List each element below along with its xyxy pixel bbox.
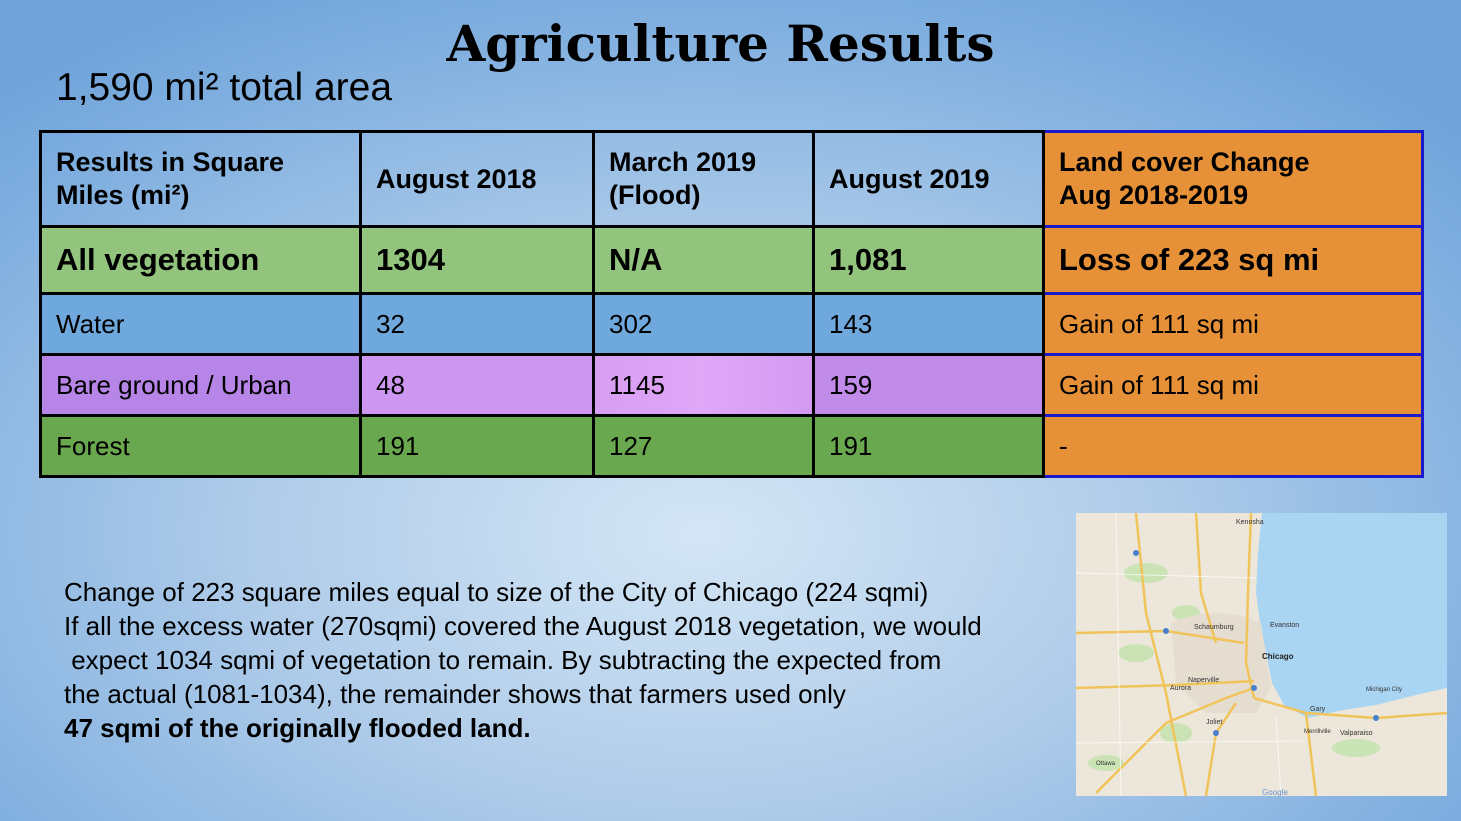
- map-label-valparaiso: Valparaiso: [1340, 730, 1373, 737]
- table-cell: 143: [812, 292, 1045, 356]
- table-cell: Gain of 111 sq mi: [1042, 292, 1424, 356]
- header-cell: August 2018: [359, 130, 595, 228]
- table-cell: All vegetation: [39, 225, 362, 295]
- table-cell: 1304: [359, 225, 595, 295]
- table-cell: N/A: [592, 225, 815, 295]
- chicago-area-map: Kenosha Schaumburg Evanston Chicago Nape…: [1076, 513, 1447, 796]
- paragraph-conclusion: 47 sqmi of the originally flooded land.: [64, 713, 531, 743]
- header-line: March 2019: [609, 147, 757, 177]
- table-cell: Gain of 111 sq mi: [1042, 353, 1424, 417]
- header-line: Miles (mi²): [56, 180, 190, 210]
- table-cell: Water: [39, 292, 362, 356]
- header-line: (Flood): [609, 180, 701, 210]
- map-image: Kenosha Schaumburg Evanston Chicago Nape…: [1076, 513, 1447, 796]
- map-label-kenosha: Kenosha: [1236, 519, 1264, 526]
- header-line: Aug 2018-2019: [1059, 180, 1249, 210]
- header-line: August 2019: [829, 163, 990, 194]
- table-cell: -: [1042, 414, 1424, 478]
- header-cell: August 2019: [812, 130, 1045, 228]
- lake-michigan: [1256, 513, 1447, 718]
- total-area-label: 1,590 mi² total area: [56, 66, 393, 109]
- map-label-michigan-city: Michigan City: [1366, 687, 1402, 693]
- header-cell: March 2019 (Flood): [592, 130, 815, 228]
- map-label-schaumburg: Schaumburg: [1194, 624, 1234, 631]
- results-table: Results in Square Miles (mi²) August 2018…: [39, 130, 1424, 478]
- table-cell: 1,081: [812, 225, 1045, 295]
- map-label-joliet: Joliet: [1206, 719, 1222, 726]
- map-label-chicago: Chicago: [1262, 652, 1294, 661]
- table-cell: Forest: [39, 414, 362, 478]
- table-cell: 159: [812, 353, 1045, 417]
- google-logo: Google: [1262, 788, 1288, 796]
- table-cell: Bare ground / Urban: [39, 353, 362, 417]
- table-cell: 32: [359, 292, 595, 356]
- paragraph-line: If all the excess water (270sqmi) covere…: [64, 611, 982, 641]
- header-cell: Results in Square Miles (mi²): [39, 130, 362, 228]
- header-line: August 2018: [376, 163, 537, 194]
- paragraph-line: Change of 223 square miles equal to size…: [64, 577, 929, 607]
- paragraph-line: the actual (1081-1034), the remainder sh…: [64, 679, 846, 709]
- slide-title: Agriculture Results: [446, 14, 995, 73]
- table-cell: 127: [592, 414, 815, 478]
- table-cell: 48: [359, 353, 595, 417]
- map-label-ottawa: Ottawa: [1096, 761, 1116, 767]
- map-label-gary: Gary: [1310, 706, 1326, 713]
- table-cell: 1145: [592, 353, 815, 417]
- map-label-aurora: Aurora: [1170, 685, 1191, 692]
- map-label-merrillville: Merrillville: [1304, 729, 1331, 735]
- table-row: Bare ground / Urban 48 1145 159 Gain of …: [39, 353, 1424, 417]
- map-label-evanston: Evanston: [1270, 622, 1299, 629]
- paragraph-line: expect 1034 sqmi of vegetation to remain…: [64, 645, 942, 675]
- table-header-row: Results in Square Miles (mi²) August 2018…: [39, 130, 1424, 228]
- map-label-naperville: Naperville: [1188, 677, 1219, 684]
- table-cell: Loss of 223 sq mi: [1042, 225, 1424, 295]
- header-cell: Land cover Change Aug 2018-2019: [1042, 130, 1424, 228]
- table-row: Water 32 302 143 Gain of 111 sq mi: [39, 292, 1424, 356]
- table-row: Forest 191 127 191 -: [39, 414, 1424, 478]
- highway-markers: [1133, 550, 1379, 736]
- parks: [1088, 563, 1380, 771]
- table-cell: 191: [812, 414, 1045, 478]
- header-line: Land cover Change: [1059, 147, 1310, 177]
- header-line: Results in Square: [56, 147, 285, 177]
- explanation-paragraph: Change of 223 square miles equal to size…: [64, 575, 1074, 745]
- table-cell: 191: [359, 414, 595, 478]
- table-row: All vegetation 1304 N/A 1,081 Loss of 22…: [39, 225, 1424, 295]
- table-cell: 302: [592, 292, 815, 356]
- highways: [1076, 513, 1447, 796]
